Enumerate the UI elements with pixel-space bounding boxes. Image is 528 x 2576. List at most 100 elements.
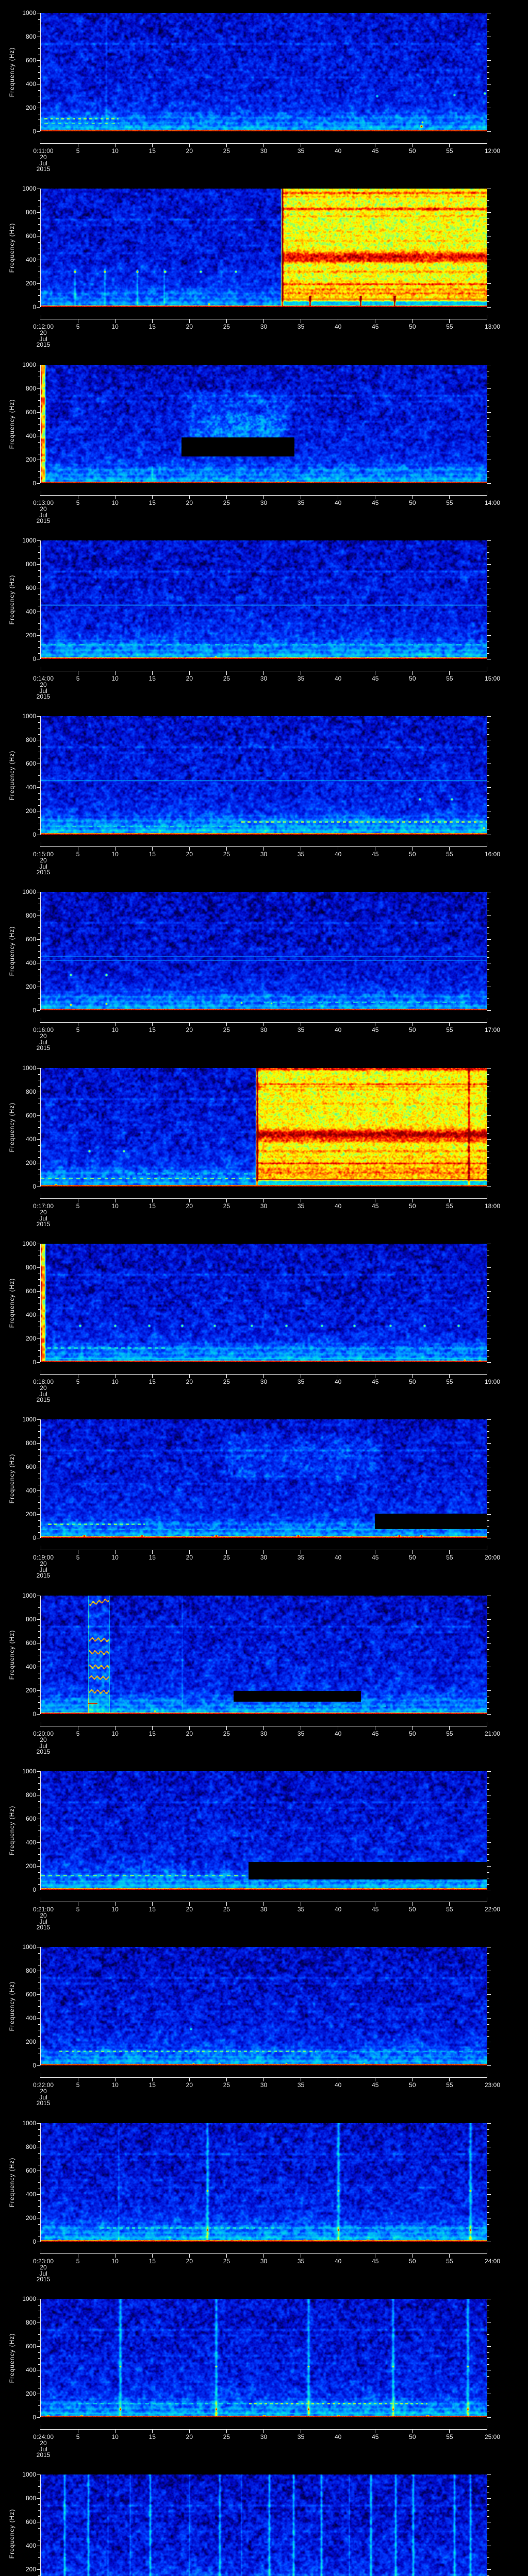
x-tick-label: 50 (409, 2258, 416, 2265)
x-major-tick (152, 143, 153, 147)
y-major-tick-right (487, 2569, 491, 2570)
y-major-tick-left (37, 412, 40, 413)
y-minor-tick-right (487, 1637, 489, 1638)
x-major-tick (152, 2077, 153, 2081)
y-tick-label: 200 (25, 983, 36, 990)
x-major-tick (263, 495, 264, 499)
x-tick-label: 40 (334, 1378, 342, 1385)
y-tick-label: 600 (25, 2343, 36, 2350)
y-minor-tick-right (487, 242, 489, 243)
y-minor-tick-right (487, 1660, 489, 1662)
spectrogram-image (41, 1068, 487, 1187)
date-label: 20 Jul 2015 (37, 1737, 51, 1755)
y-minor-tick-left (38, 647, 40, 648)
x-tick-label: 40 (334, 1906, 342, 1913)
y-minor-tick-left (38, 1074, 40, 1075)
x-tick-label: 40 (334, 323, 342, 330)
x-major-tick (449, 319, 450, 323)
x-major-tick (226, 1198, 227, 1202)
y-major-tick-right (487, 1490, 491, 1491)
x-tick-label: 55 (446, 2081, 453, 2089)
date-line: Jul (39, 862, 47, 870)
x-major-tick (226, 2253, 227, 2258)
y-axis-line-left (40, 1771, 41, 1890)
x-tick-label: 15 (148, 2081, 156, 2089)
y-minor-tick-right (487, 224, 489, 225)
y-tick-label: 400 (25, 2191, 36, 2198)
y-major-tick-left (37, 787, 40, 788)
x-tick-label: 55 (446, 1026, 453, 1033)
x-start-time-label: 0:19:00 (32, 1554, 54, 1561)
x-major-tick (449, 846, 450, 851)
y-minor-tick-left (38, 1297, 40, 1298)
date-line: 2015 (36, 1924, 51, 1931)
y-minor-tick-left (38, 78, 40, 79)
y-minor-tick-left (38, 400, 40, 401)
y-minor-tick-left (38, 2212, 40, 2213)
y-minor-tick-left (38, 430, 40, 431)
x-tick-label: 25 (223, 2258, 230, 2265)
x-major-tick (189, 1726, 190, 1730)
x-tick-label: 25 (223, 1026, 230, 1033)
y-minor-tick-left (38, 1607, 40, 1608)
y-tick-label: 800 (25, 561, 36, 568)
y-minor-tick-left (38, 745, 40, 747)
x-tick-label: 50 (409, 1378, 416, 1385)
x-major-tick (449, 1726, 450, 1730)
y-tick-label: 400 (25, 1663, 36, 1670)
y-minor-tick-left (38, 2024, 40, 2025)
x-tick-label: 55 (446, 1906, 453, 1913)
y-minor-tick-right (487, 1127, 489, 1128)
date-line: 2015 (36, 2276, 51, 2283)
y-minor-tick-right (487, 1449, 489, 1450)
x-tick-label: 55 (446, 499, 453, 506)
y-minor-tick-left (38, 2334, 40, 2335)
x-major-tick (449, 2429, 450, 2433)
y-major-tick-left (37, 1362, 40, 1363)
x-end-time-label: 24:00 (484, 2258, 501, 2265)
date-line: 20 (40, 681, 47, 688)
y-minor-tick-right (487, 927, 489, 928)
y-tick-label: 800 (25, 1616, 36, 1623)
x-tick-label: 30 (260, 1554, 268, 1561)
y-major-tick-right (487, 131, 491, 132)
y-minor-tick-left (38, 897, 40, 899)
spectrogram-panel: Frequency (Hz) 0:24:00 25:00 20 Jul 2015 0… (0, 2286, 528, 2462)
spectrogram-panel: Frequency (Hz) 0:19:00 20:00 20 Jul 2015 0… (0, 1406, 528, 1583)
x-tick-label: 45 (372, 1906, 379, 1913)
x-start-time-label: 0:14:00 (32, 675, 54, 682)
y-tick-label: 400 (25, 784, 36, 791)
y-minor-tick-left (38, 951, 40, 952)
y-minor-tick-left (38, 576, 40, 577)
x-major-tick (189, 1022, 190, 1026)
y-tick-label: 800 (25, 1264, 36, 1271)
x-tick-label: 55 (446, 323, 453, 330)
y-minor-tick-right (487, 1777, 489, 1778)
x-tick-label: 40 (334, 1554, 342, 1561)
y-major-tick-right (487, 2065, 491, 2066)
y-tick-label: 600 (25, 2167, 36, 2174)
x-tick-label: 5 (76, 2081, 80, 2089)
y-minor-tick-right (487, 2510, 489, 2511)
x-end-time-label: 20:00 (484, 1554, 501, 1561)
y-tick-label: 1000 (22, 1943, 36, 1951)
x-tick-label: 35 (297, 147, 305, 155)
x-major-tick (226, 495, 227, 499)
x-tick-label: 10 (111, 1730, 119, 1737)
y-major-tick-right (487, 1010, 491, 1011)
x-tick-label: 5 (76, 499, 80, 506)
y-minor-tick-left (38, 1860, 40, 1861)
y-tick-label: 800 (25, 2319, 36, 2326)
y-minor-tick-right (487, 1133, 489, 1134)
x-tick-label: 45 (372, 2433, 379, 2441)
y-minor-tick-right (487, 90, 489, 91)
spectrogram-image (41, 1419, 487, 1538)
y-tick-label: 800 (25, 1088, 36, 1095)
y-minor-tick-left (38, 1801, 40, 1802)
x-major-tick (189, 319, 190, 323)
x-major-tick (152, 1902, 153, 1906)
y-minor-tick-left (38, 1086, 40, 1087)
y-tick-label: 1000 (22, 9, 36, 16)
y-minor-tick-right (487, 424, 489, 425)
x-tick-label: 40 (334, 147, 342, 155)
